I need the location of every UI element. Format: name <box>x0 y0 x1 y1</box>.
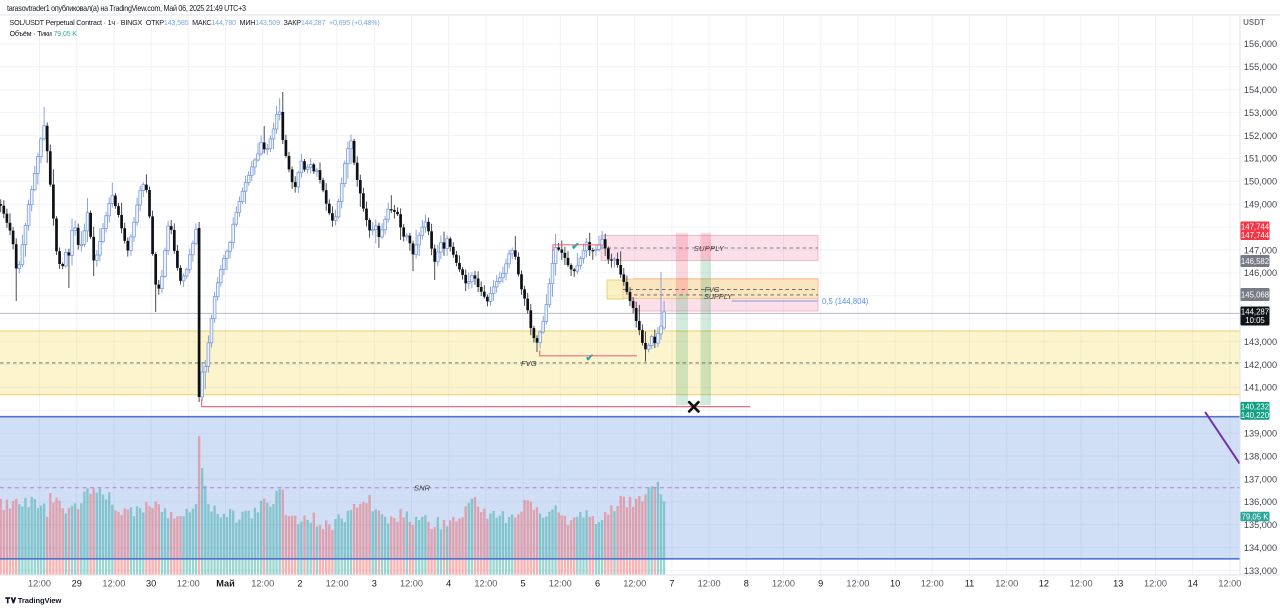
svg-text:146,000: 146,000 <box>1244 268 1277 278</box>
svg-text:5: 5 <box>521 578 526 588</box>
svg-text:✔: ✔ <box>571 242 579 253</box>
svg-text:145,068: 145,068 <box>1241 290 1269 299</box>
svg-text:7: 7 <box>669 578 674 588</box>
svg-text:149,000: 149,000 <box>1244 200 1277 210</box>
svg-text:12:00: 12:00 <box>623 578 646 588</box>
svg-text:133,000: 133,000 <box>1244 566 1277 576</box>
svg-text:135,000: 135,000 <box>1244 520 1277 530</box>
svg-text:12:00: 12:00 <box>102 578 125 588</box>
svg-text:12:00: 12:00 <box>251 578 274 588</box>
svg-text:3: 3 <box>372 578 377 588</box>
svg-text:144,287: 144,287 <box>1241 308 1269 317</box>
svg-text:12:00: 12:00 <box>28 578 51 588</box>
svg-text:147,000: 147,000 <box>1244 245 1277 255</box>
svg-text:USDT: USDT <box>1243 18 1265 27</box>
svg-text:0,5 (144,804): 0,5 (144,804) <box>822 297 869 306</box>
svg-text:29: 29 <box>72 578 82 588</box>
svg-text:12:00: 12:00 <box>177 578 200 588</box>
svg-text:143,000: 143,000 <box>1244 337 1277 347</box>
svg-text:136,000: 136,000 <box>1244 497 1277 507</box>
svg-text:12:00: 12:00 <box>1144 578 1167 588</box>
svg-text:156,000: 156,000 <box>1244 39 1277 49</box>
svg-text:134,000: 134,000 <box>1244 543 1277 553</box>
svg-text:152,000: 152,000 <box>1244 131 1277 141</box>
svg-text:141,000: 141,000 <box>1244 383 1277 393</box>
svg-text:2: 2 <box>297 578 302 588</box>
svg-text:138,000: 138,000 <box>1244 451 1277 461</box>
svg-text:FVG: FVG <box>705 285 720 294</box>
svg-text:12:00: 12:00 <box>400 578 423 588</box>
svg-text:140,232: 140,232 <box>1241 402 1269 411</box>
svg-text:13: 13 <box>1113 578 1123 588</box>
svg-text:142,000: 142,000 <box>1244 360 1277 370</box>
svg-text:4: 4 <box>446 578 451 588</box>
svg-text:FVG: FVG <box>521 359 537 368</box>
svg-text:8: 8 <box>744 578 749 588</box>
svg-text:147,744: 147,744 <box>1241 222 1270 231</box>
svg-text:155,000: 155,000 <box>1244 62 1277 72</box>
svg-text:12:00: 12:00 <box>1070 578 1093 588</box>
svg-text:147,744: 147,744 <box>1241 231 1270 240</box>
svg-text:150,000: 150,000 <box>1244 177 1277 187</box>
svg-text:154,000: 154,000 <box>1244 85 1277 95</box>
svg-text:12: 12 <box>1039 578 1049 588</box>
svg-text:6: 6 <box>595 578 600 588</box>
svg-text:79,05 K: 79,05 K <box>1242 512 1270 521</box>
svg-text:9: 9 <box>818 578 823 588</box>
svg-text:12:00: 12:00 <box>474 578 497 588</box>
svg-text:10:05: 10:05 <box>1245 316 1265 325</box>
svg-text:✔: ✔ <box>586 353 594 364</box>
svg-text:TradingView: TradingView <box>18 596 62 605</box>
svg-text:Май: Май <box>216 578 235 588</box>
svg-text:11: 11 <box>965 578 975 588</box>
svg-text:12:00: 12:00 <box>921 578 944 588</box>
svg-text:139,000: 139,000 <box>1244 429 1277 439</box>
svg-text:12:00: 12:00 <box>995 578 1018 588</box>
svg-text:SNR: SNR <box>414 484 431 493</box>
svg-text:151,000: 151,000 <box>1244 154 1277 164</box>
svg-text:140,220: 140,220 <box>1241 411 1270 420</box>
svg-text:153,000: 153,000 <box>1244 108 1277 118</box>
svg-text:10: 10 <box>890 578 900 588</box>
svg-text:12:00: 12:00 <box>1218 578 1241 588</box>
svg-text:12:00: 12:00 <box>846 578 869 588</box>
svg-text:146,582: 146,582 <box>1241 257 1269 266</box>
svg-text:12:00: 12:00 <box>549 578 572 588</box>
svg-text:SUPPLY: SUPPLY <box>694 244 725 253</box>
svg-text:12:00: 12:00 <box>772 578 795 588</box>
svg-text:30: 30 <box>146 578 156 588</box>
svg-text:137,000: 137,000 <box>1244 474 1277 484</box>
svg-text:14: 14 <box>1188 578 1198 588</box>
svg-text:12:00: 12:00 <box>698 578 721 588</box>
svg-text:SUPPLY: SUPPLY <box>704 292 733 301</box>
svg-text:12:00: 12:00 <box>326 578 349 588</box>
